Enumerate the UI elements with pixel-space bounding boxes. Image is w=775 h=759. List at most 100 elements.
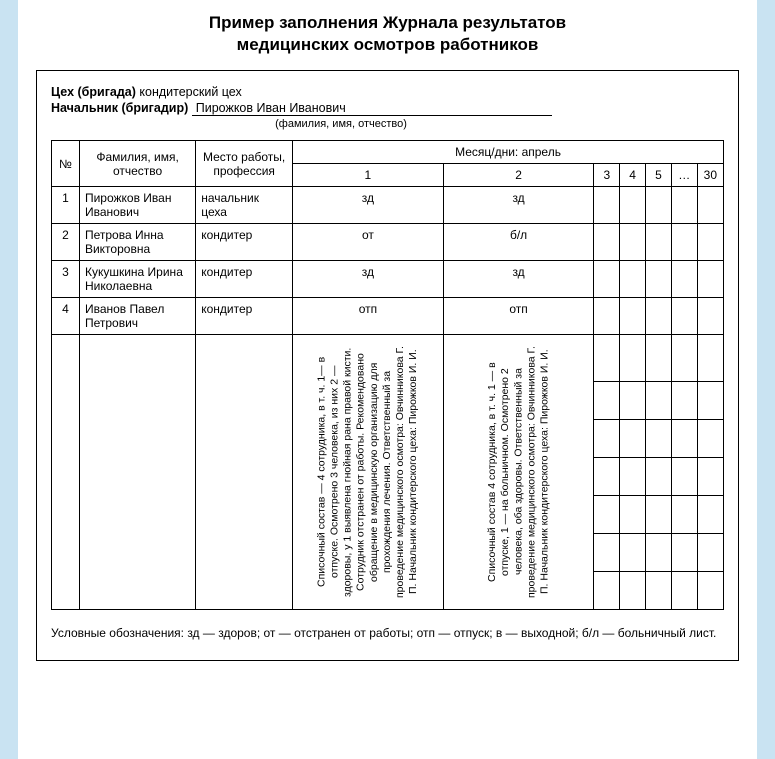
- summary-day2-text: Списочный состав 4 сотрудника, в т. ч. 1…: [449, 339, 589, 605]
- cell-blank: [594, 335, 620, 382]
- cell-blank: [697, 572, 723, 610]
- cell-blank: [646, 335, 672, 382]
- cell-num: 4: [52, 298, 80, 335]
- cell-blank: [620, 261, 646, 298]
- cell-blank: [697, 420, 723, 458]
- cell-blank: [697, 458, 723, 496]
- cell-blank: [697, 496, 723, 534]
- cell-blank: [671, 261, 697, 298]
- cell-job: кондитер: [196, 261, 293, 298]
- cell-blank: [671, 224, 697, 261]
- cell-blank: [620, 298, 646, 335]
- cell-blank: [196, 335, 293, 610]
- journal-table: № Фамилия, имя, отчество Место работы, п…: [51, 140, 724, 610]
- cell-blank: [646, 534, 672, 572]
- cell-blank: [646, 224, 672, 261]
- cell-blank: [646, 458, 672, 496]
- cell-num: 2: [52, 224, 80, 261]
- chief-value: Пирожков Иван Иванович: [192, 101, 552, 116]
- day-col-3: 3: [594, 164, 620, 187]
- cell-num: 3: [52, 261, 80, 298]
- cell-blank: [594, 187, 620, 224]
- cell-blank: [697, 224, 723, 261]
- cell-d1: зд: [293, 187, 444, 224]
- cell-job: начальник цеха: [196, 187, 293, 224]
- cell-num: 1: [52, 187, 80, 224]
- cell-blank: [594, 458, 620, 496]
- cell-blank: [594, 261, 620, 298]
- chief-line: Начальник (бригадир) Пирожков Иван Ивано…: [51, 101, 724, 116]
- cell-blank: [594, 382, 620, 420]
- cell-blank: [594, 224, 620, 261]
- cell-d2: зд: [443, 187, 594, 224]
- cell-blank: [646, 420, 672, 458]
- cell-blank: [594, 420, 620, 458]
- document-title: Пример заполнения Журнала результатов ме…: [18, 0, 757, 60]
- cell-blank: [594, 496, 620, 534]
- cell-blank: [646, 187, 672, 224]
- dept-line: Цех (бригада) кондитерский цех: [51, 85, 724, 99]
- cell-fio: Пирожков Иван Иванович: [79, 187, 195, 224]
- cell-blank: [671, 187, 697, 224]
- cell-d2: б/л: [443, 224, 594, 261]
- cell-fio: Петрова Инна Викторовна: [79, 224, 195, 261]
- cell-blank: [620, 458, 646, 496]
- day-col-30: 30: [697, 164, 723, 187]
- cell-blank: [620, 224, 646, 261]
- table-row: 2 Петрова Инна Викторовна кондитер от б/…: [52, 224, 724, 261]
- day-col-4: 4: [620, 164, 646, 187]
- cell-blank: [594, 298, 620, 335]
- cell-fio: Кукушкина Ири­на Николаевна: [79, 261, 195, 298]
- dept-label: Цех (бригада): [51, 85, 136, 99]
- cell-blank: [697, 382, 723, 420]
- cell-blank: [671, 335, 697, 382]
- day-col-1: 1: [293, 164, 444, 187]
- cell-blank: [671, 298, 697, 335]
- cell-job: кондитер: [196, 224, 293, 261]
- summary-row: Списочный состав — 4 сотрудника, в т. ч.…: [52, 335, 724, 382]
- cell-d1: зд: [293, 261, 444, 298]
- summary-day1: Списочный состав — 4 сотрудника, в т. ч.…: [293, 335, 444, 610]
- cell-blank: [697, 298, 723, 335]
- col-num-header: №: [52, 141, 80, 187]
- cell-blank: [620, 382, 646, 420]
- chief-label: Начальник (бригадир): [51, 101, 188, 115]
- legend: Условные обозначения: зд — здоров; от — …: [51, 626, 724, 640]
- chief-hint: (фамилия, имя, отчество): [231, 118, 451, 130]
- cell-blank: [594, 572, 620, 610]
- cell-blank: [646, 496, 672, 534]
- cell-blank: [697, 335, 723, 382]
- cell-job: кондитер: [196, 298, 293, 335]
- dept-value: кондитерский цех: [139, 85, 241, 99]
- cell-d2: зд: [443, 261, 594, 298]
- cell-d1: от: [293, 224, 444, 261]
- title-line-1: Пример заполнения Журнала результатов: [209, 13, 566, 32]
- cell-blank: [646, 572, 672, 610]
- cell-blank: [671, 572, 697, 610]
- cell-blank: [646, 298, 672, 335]
- cell-blank: [79, 335, 195, 610]
- sheet: Пример заполнения Журнала результатов ме…: [18, 0, 757, 759]
- cell-blank: [697, 261, 723, 298]
- cell-blank: [620, 335, 646, 382]
- cell-blank: [620, 572, 646, 610]
- day-col-2: 2: [443, 164, 594, 187]
- summary-day2: Списочный состав 4 сотрудника, в т. ч. 1…: [443, 335, 594, 610]
- cell-blank: [620, 496, 646, 534]
- day-col-5: 5: [646, 164, 672, 187]
- day-col-more: …: [671, 164, 697, 187]
- cell-blank: [697, 187, 723, 224]
- table-row: 1 Пирожков Иван Иванович начальник цеха …: [52, 187, 724, 224]
- cell-blank: [620, 534, 646, 572]
- title-line-2: медицинских осмотров работников: [237, 35, 539, 54]
- cell-blank: [646, 382, 672, 420]
- table-row: 4 Иванов Павел Петрович кондитер отп отп: [52, 298, 724, 335]
- cell-blank: [671, 382, 697, 420]
- cell-d1: отп: [293, 298, 444, 335]
- cell-blank: [671, 496, 697, 534]
- cell-blank: [620, 420, 646, 458]
- cell-blank: [52, 335, 80, 610]
- cell-d2: отп: [443, 298, 594, 335]
- table-row: 3 Кукушкина Ири­на Николаевна кондитер з…: [52, 261, 724, 298]
- journal-body: 1 Пирожков Иван Иванович начальник цеха …: [52, 187, 724, 610]
